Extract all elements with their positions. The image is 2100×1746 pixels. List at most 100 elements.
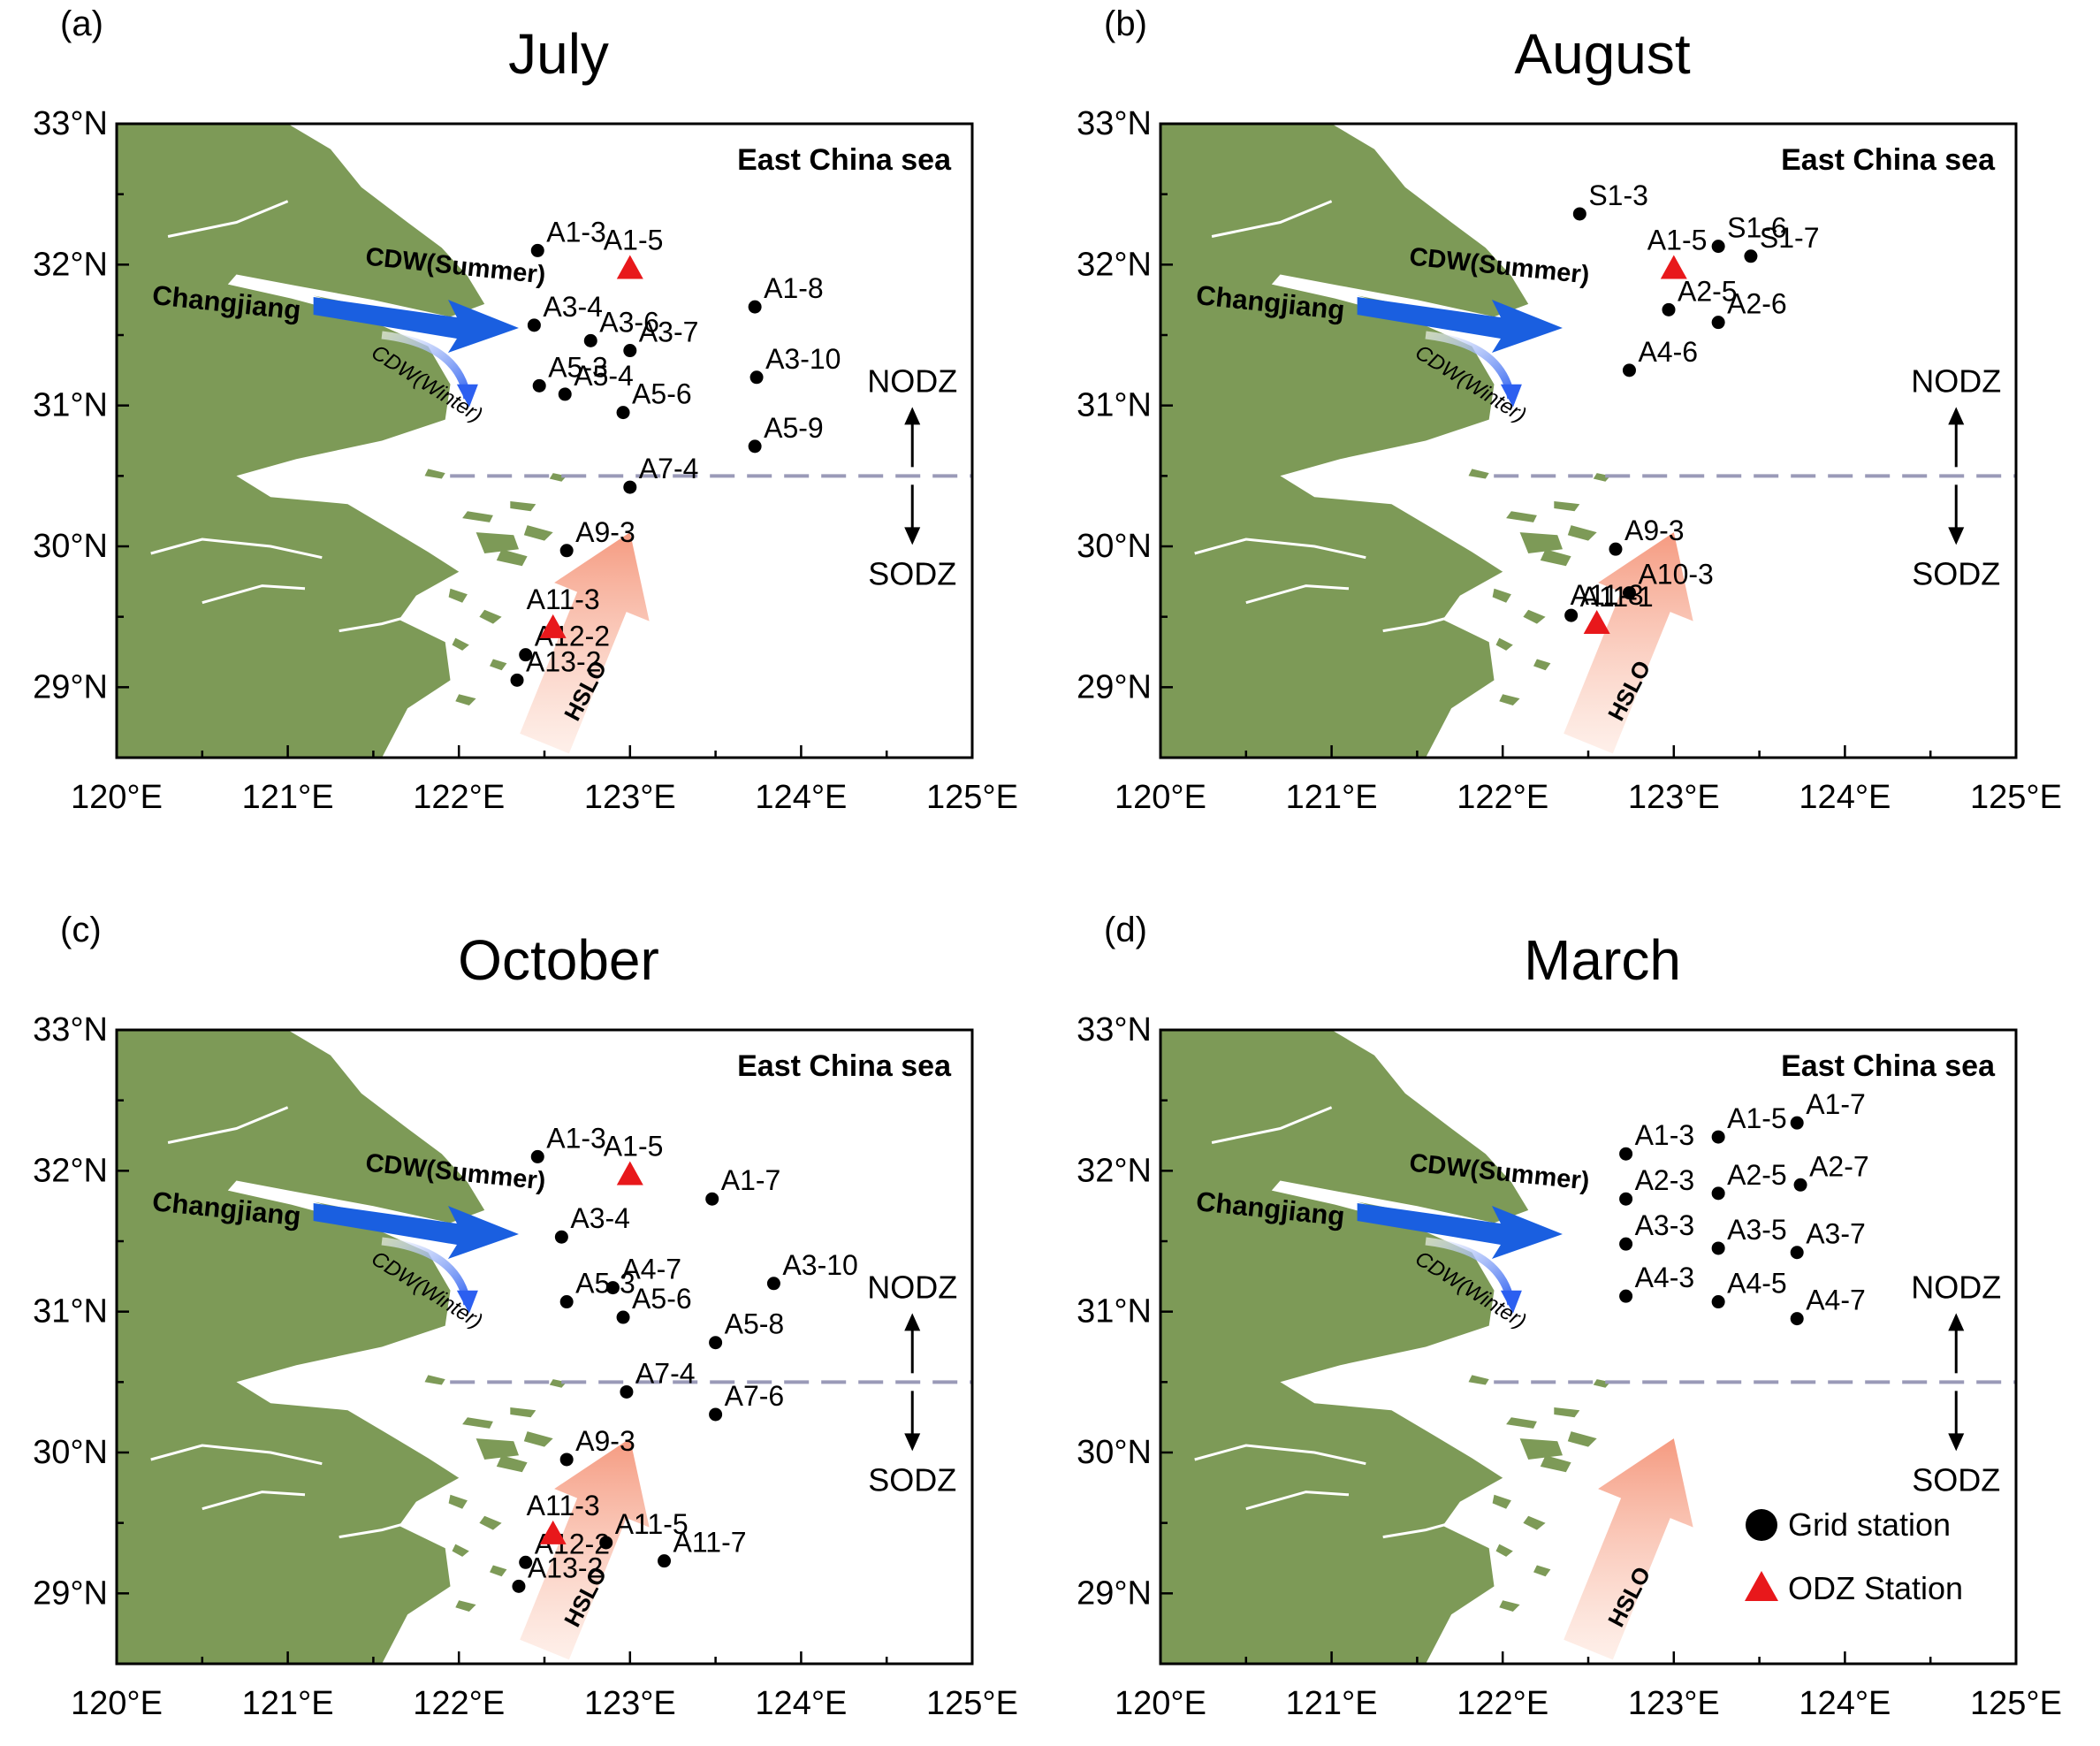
legend-grid-marker [1746, 1509, 1777, 1541]
legend-grid-label: Grid station [1788, 1506, 1951, 1543]
sea-label: East China sea [1781, 143, 1996, 177]
lon-tick-label: 123°E [584, 779, 676, 816]
river-line [202, 1491, 306, 1511]
grid-station-marker [748, 300, 762, 314]
island [462, 1417, 493, 1429]
lat-tick-label: 30°N [1077, 1434, 1152, 1471]
lon-tick-label: 120°E [1115, 1685, 1206, 1722]
map-panel-4: HSLOCDW(Summer)CDW(Winter)ChangjiangEast… [1077, 911, 2062, 1722]
lat-tick-label: 33°N [1077, 1011, 1152, 1048]
lat-tick-label: 31°N [33, 1293, 108, 1330]
land-mass [1160, 1030, 1529, 1664]
odz-station-label: A1-5 [604, 225, 664, 256]
grid-station-marker [1711, 316, 1725, 330]
lon-tick-label: 123°E [1628, 779, 1720, 816]
station-label: A4-7 [1806, 1285, 1866, 1316]
panel-letter: (a) [60, 4, 103, 43]
station-label: A1-3 [546, 216, 606, 248]
grid-station-marker [1609, 542, 1623, 556]
grid-station-marker [559, 1452, 574, 1467]
cdw-winter-arrowhead [456, 384, 478, 408]
grid-station-marker [709, 1336, 723, 1350]
station-label: A5-9 [764, 412, 824, 444]
island [496, 549, 528, 567]
odz-station-label: A11-3 [527, 1490, 600, 1521]
land-mass [117, 124, 485, 758]
station-label: A3-6 [599, 306, 659, 338]
grid-station-marker [616, 1310, 630, 1324]
station-label: A3-5 [1727, 1214, 1787, 1246]
island [1499, 1600, 1520, 1612]
odz-station-marker [1660, 255, 1687, 279]
river-line [1245, 584, 1350, 605]
station-label: A5-4 [574, 360, 634, 392]
station-label: A3-7 [639, 316, 699, 348]
lat-tick-label: 31°N [1077, 1293, 1152, 1330]
map-area: HSLOCDW(Summer)CDW(Winter)ChangjiangEast… [1160, 1030, 2016, 1664]
lat-tick-label: 32°N [33, 1152, 108, 1189]
island [490, 1565, 507, 1577]
island [1495, 637, 1513, 651]
station-label: A4-6 [1638, 336, 1698, 368]
lon-tick-label: 121°E [242, 1685, 334, 1722]
station-label: A2-6 [1727, 288, 1787, 320]
station-label: A2-5 [1727, 1159, 1787, 1191]
lat-tick-label: 29°N [1077, 668, 1152, 705]
map-panel-2: HSLOCDW(Summer)CDW(Winter)ChangjiangEast… [1077, 4, 2062, 816]
station-label: A2-7 [1809, 1150, 1869, 1182]
island [523, 1431, 553, 1447]
hslo-arrow [520, 1438, 650, 1660]
station-label: A4-5 [1727, 1268, 1787, 1300]
station-label: A5-3 [548, 351, 608, 383]
lon-tick-label: 125°E [1970, 1685, 2062, 1722]
island [452, 1544, 469, 1557]
island [1567, 1431, 1597, 1447]
island [1468, 469, 1489, 479]
island [1499, 694, 1520, 705]
map-panel-3: HSLOCDW(Summer)CDW(Winter)ChangjiangEast… [33, 911, 1018, 1722]
island [1506, 1417, 1537, 1429]
nodz-label: NODZ [867, 362, 957, 399]
station-label: A7-4 [635, 1357, 696, 1389]
grid-station-marker [1744, 249, 1758, 263]
river-line [1382, 615, 1452, 633]
station-label: A11-1 [1580, 581, 1654, 613]
sodz-arrowhead [904, 1433, 921, 1452]
station-label: A13-2 [526, 645, 601, 677]
lon-tick-label: 121°E [242, 779, 334, 816]
cdw-summer-arrow [313, 296, 519, 354]
sodz-arrowhead [1948, 527, 1965, 545]
hslo-arrow [1564, 1438, 1693, 1660]
grid-station-marker [530, 243, 544, 257]
station-label: A3-10 [782, 1249, 857, 1281]
grid-station-marker [599, 1536, 613, 1550]
station-label: A7-6 [725, 1380, 785, 1412]
island [510, 501, 536, 512]
grid-station-marker [519, 648, 533, 662]
island [1523, 609, 1546, 624]
grid-station-marker [709, 1407, 723, 1422]
grid-station-marker [1622, 363, 1636, 377]
panel-title: March [1524, 928, 1681, 992]
grid-station-marker [530, 1149, 544, 1163]
island [476, 532, 519, 553]
cdw-summer-arrow [313, 1202, 519, 1260]
river-line [167, 1106, 289, 1144]
lat-tick-label: 32°N [1077, 1152, 1152, 1189]
island [1495, 1544, 1513, 1557]
nodz-label: NODZ [1911, 362, 2001, 399]
panel-title: August [1514, 22, 1690, 86]
lon-tick-label: 120°E [71, 779, 163, 816]
station-label: A3-3 [1635, 1209, 1695, 1241]
odz-station-marker [539, 614, 567, 638]
station-label: A1-7 [1806, 1088, 1866, 1120]
sea-label: East China sea [1781, 1049, 1996, 1083]
grid-station-marker [1619, 1192, 1633, 1206]
lon-tick-label: 124°E [755, 1685, 847, 1722]
station-label: S1-3 [1588, 179, 1648, 211]
station-label: A3-4 [570, 1202, 630, 1234]
island [1540, 1455, 1571, 1473]
island [479, 609, 502, 624]
station-label: A1-3 [1635, 1119, 1695, 1151]
lon-tick-label: 123°E [584, 1685, 676, 1722]
